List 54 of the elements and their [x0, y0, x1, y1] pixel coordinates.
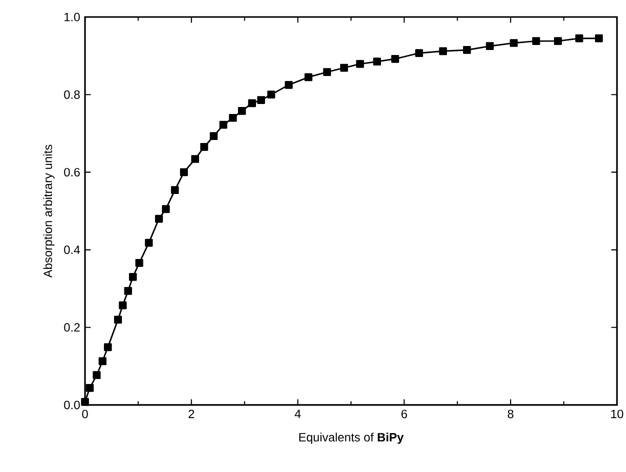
- point: [248, 99, 256, 108]
- point: [118, 301, 127, 310]
- x-tick-label: 10: [611, 410, 624, 418]
- point: [304, 73, 312, 82]
- point: [415, 49, 424, 58]
- point: [463, 46, 471, 54]
- point: [439, 47, 447, 56]
- point: [340, 64, 348, 72]
- point: [356, 60, 364, 68]
- point: [114, 316, 122, 324]
- x-axis-title: Equivalents of BiPy: [299, 432, 404, 444]
- point: [81, 398, 89, 406]
- point: [284, 80, 293, 89]
- point: [162, 205, 170, 213]
- point: [323, 68, 331, 76]
- x-tick-label: 2: [188, 410, 194, 418]
- point: [180, 168, 188, 176]
- point: [575, 34, 584, 42]
- x-tick-label: 4: [294, 410, 301, 418]
- point: [532, 37, 540, 45]
- x-tick-label: 0: [82, 410, 88, 418]
- point: [594, 34, 603, 42]
- point: [228, 114, 237, 122]
- point: [98, 357, 106, 366]
- y-tick-label: 0.6: [64, 168, 80, 176]
- y-axis-title: Absorption arbitrary units: [43, 144, 54, 278]
- point: [486, 42, 494, 50]
- point: [554, 37, 562, 45]
- y-tick-label: 0.4: [64, 246, 80, 254]
- point: [391, 54, 400, 63]
- y-tick-label: 0.0: [64, 400, 80, 410]
- x-tick-label: 6: [401, 410, 408, 418]
- point: [373, 58, 381, 66]
- y-tick-label: 1.0: [64, 12, 80, 22]
- point: [200, 143, 208, 151]
- point: [144, 238, 153, 247]
- point: [219, 120, 228, 129]
- point: [257, 96, 266, 104]
- point: [92, 371, 101, 380]
- point: [86, 384, 94, 392]
- point: [104, 343, 112, 352]
- y-tick-label: 0.2: [64, 323, 80, 332]
- point: [238, 106, 246, 115]
- point: [135, 259, 144, 267]
- point: [191, 155, 200, 163]
- point: [510, 39, 518, 47]
- point: [267, 90, 276, 99]
- point: [155, 214, 163, 223]
- point: [170, 186, 179, 194]
- point: [124, 286, 132, 295]
- x-tick-label: 8: [508, 410, 514, 418]
- point: [210, 132, 218, 140]
- point: [128, 273, 137, 281]
- y-tick-label: 0.8: [64, 90, 80, 99]
